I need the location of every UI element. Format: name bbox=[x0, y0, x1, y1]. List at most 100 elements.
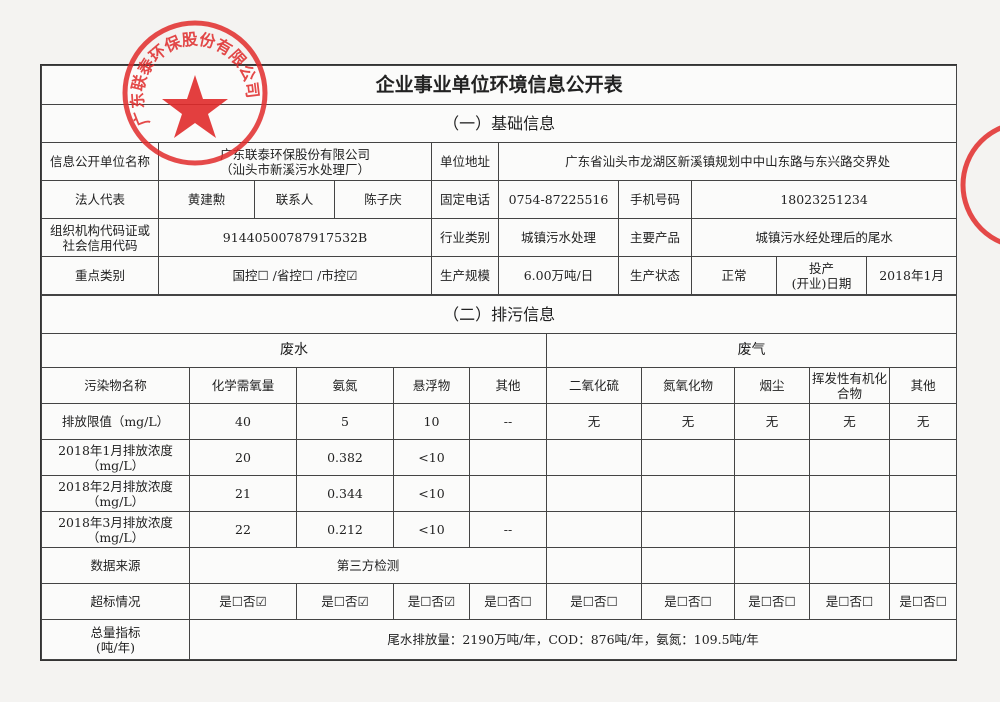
table-row: 排放限值（mg/L） 40 5 10 -- 无无无无无 bbox=[41, 403, 958, 440]
cell bbox=[734, 475, 810, 512]
cell: 无 bbox=[734, 403, 810, 440]
form-title: 企业事业单位环境信息公开表 bbox=[40, 65, 958, 105]
cell bbox=[469, 475, 547, 512]
column-header: 其他 bbox=[469, 367, 547, 404]
cell: 40 bbox=[189, 403, 297, 440]
cell: <10 bbox=[393, 511, 470, 548]
section1-heading: （一）基础信息 bbox=[40, 104, 958, 143]
cell bbox=[546, 439, 642, 476]
data-source-label: 数据来源 bbox=[41, 547, 190, 584]
cell bbox=[641, 475, 735, 512]
cell: <10 bbox=[393, 475, 470, 512]
cell: 21 bbox=[189, 475, 297, 512]
cell: 10 bbox=[393, 403, 470, 440]
cell: 无 bbox=[641, 403, 735, 440]
cell bbox=[888, 475, 958, 512]
start-date: 2018年1月 bbox=[865, 256, 958, 295]
column-header: 化学需氧量 bbox=[189, 367, 297, 404]
column-header: 氨氮 bbox=[296, 367, 394, 404]
column-header: 悬浮物 bbox=[393, 367, 470, 404]
waste-gas-heading: 废气 bbox=[545, 333, 958, 368]
exceed-checkbox-cell: 是☐否☐ bbox=[546, 583, 642, 620]
environment-info-form: 企业事业单位环境信息公开表 （一）基础信息 信息公开单位名称 广东联泰环保股份有… bbox=[40, 64, 958, 661]
cell: 0.382 bbox=[296, 439, 394, 476]
company-seal-partial bbox=[960, 125, 1000, 245]
cell bbox=[546, 475, 642, 512]
unit-name: 广东联泰环保股份有限公司 （汕头市新溪污水处理厂） bbox=[158, 142, 432, 181]
legal-rep: 黄建勲 bbox=[158, 180, 255, 219]
cell: -- bbox=[469, 511, 547, 548]
cell: 无 bbox=[546, 403, 642, 440]
cell: 无 bbox=[809, 403, 890, 440]
cell: 5 bbox=[296, 403, 394, 440]
scale-label: 生产规模 bbox=[431, 256, 499, 295]
section2-heading: （二）排污信息 bbox=[40, 295, 958, 334]
scale: 6.00万吨/日 bbox=[498, 256, 619, 295]
cell bbox=[888, 439, 958, 476]
total-indicators: 尾水排放量：2190万吨/年，COD：876吨/年，氨氮：109.5吨/年 bbox=[188, 619, 958, 660]
exceed-checkbox-cell: 是☐否☐ bbox=[734, 583, 810, 620]
table-row: 2018年1月排放浓度（mg/L） 20 0.382 <10 bbox=[41, 439, 958, 476]
cell bbox=[734, 439, 810, 476]
cell bbox=[641, 439, 735, 476]
cell: 22 bbox=[189, 511, 297, 548]
cell: 无 bbox=[888, 403, 958, 440]
product: 城镇污水经处理后的尾水 bbox=[690, 218, 958, 257]
table-row: 2018年3月排放浓度（mg/L） 22 0.212 <10 -- bbox=[41, 511, 958, 548]
org-code: 91440500787917532B bbox=[158, 218, 432, 257]
exceed-label: 超标情况 bbox=[41, 583, 190, 620]
key-type: 国控☐ /省控☐ /市控☑ bbox=[158, 256, 432, 295]
key-type-label: 重点类别 bbox=[41, 256, 159, 295]
basic-info-table: 企业事业单位环境信息公开表 （一）基础信息 信息公开单位名称 广东联泰环保股份有… bbox=[40, 65, 958, 295]
phone: 0754-87225516 bbox=[498, 180, 619, 219]
cell: <10 bbox=[393, 439, 470, 476]
emission-table: （二）排污信息 废水 废气 污染物名称 化学需氧量 氨氮 悬浮物 其他 二氧化硫 氮氧化物 烟尘… bbox=[40, 295, 958, 660]
exceed-checkbox-cell: 是☐否☐ bbox=[469, 583, 547, 620]
exceed-checkbox-cell: 是☐否☑ bbox=[296, 583, 394, 620]
column-header: 氮氧化物 bbox=[641, 367, 735, 404]
org-code-label: 组织机构代码证或 社会信用代码 bbox=[41, 218, 159, 257]
address: 广东省汕头市龙湖区新溪镇规划中中山东路与东兴路交界处 bbox=[497, 142, 958, 181]
status: 正常 bbox=[691, 256, 777, 295]
status-label: 生产状态 bbox=[618, 256, 692, 295]
exceed-checkbox-cell: 是☐否☐ bbox=[809, 583, 890, 620]
mobile: 18023251234 bbox=[690, 180, 958, 219]
industry: 城镇污水处理 bbox=[498, 218, 619, 257]
unit-name-label: 信息公开单位名称 bbox=[41, 142, 159, 181]
legal-rep-label: 法人代表 bbox=[41, 180, 159, 219]
product-label: 主要产品 bbox=[618, 218, 692, 257]
contact: 陈子庆 bbox=[334, 180, 432, 219]
exceed-checkbox-cell: 是☐否☑ bbox=[393, 583, 470, 620]
column-header: 污染物名称 bbox=[41, 367, 190, 404]
start-date-label: 投产 (开业)日期 bbox=[776, 256, 867, 295]
cell: -- bbox=[469, 403, 547, 440]
cell bbox=[809, 439, 890, 476]
industry-label: 行业类别 bbox=[431, 218, 499, 257]
row-label: 2018年1月排放浓度（mg/L） bbox=[41, 439, 190, 476]
exceed-checkbox-cell: 是☐否☐ bbox=[641, 583, 735, 620]
column-header: 烟尘 bbox=[734, 367, 810, 404]
contact-label: 联系人 bbox=[254, 180, 335, 219]
cell bbox=[809, 511, 890, 548]
column-header: 挥发性有机化合物 bbox=[809, 367, 890, 404]
column-header: 二氧化硫 bbox=[546, 367, 642, 404]
cell bbox=[641, 511, 735, 548]
total-label: 总量指标 (吨/年) bbox=[41, 619, 190, 660]
cell bbox=[809, 475, 890, 512]
cell bbox=[546, 511, 642, 548]
column-header: 其他 bbox=[888, 367, 958, 404]
table-row: 2018年2月排放浓度（mg/L） 21 0.344 <10 bbox=[41, 475, 958, 512]
cell: 0.344 bbox=[296, 475, 394, 512]
address-label: 单位地址 bbox=[431, 142, 499, 181]
phone-label: 固定电话 bbox=[431, 180, 499, 219]
row-label: 2018年2月排放浓度（mg/L） bbox=[41, 475, 190, 512]
exceed-checkbox-cell: 是☐否☐ bbox=[888, 583, 958, 620]
cell: 20 bbox=[189, 439, 297, 476]
cell: 0.212 bbox=[296, 511, 394, 548]
row-label: 2018年3月排放浓度（mg/L） bbox=[41, 511, 190, 548]
wastewater-heading: 废水 bbox=[41, 333, 547, 368]
data-source: 第三方检测 bbox=[189, 547, 547, 584]
mobile-label: 手机号码 bbox=[618, 180, 692, 219]
exceed-checkbox-cell: 是☐否☑ bbox=[189, 583, 297, 620]
row-label: 排放限值（mg/L） bbox=[41, 403, 190, 440]
